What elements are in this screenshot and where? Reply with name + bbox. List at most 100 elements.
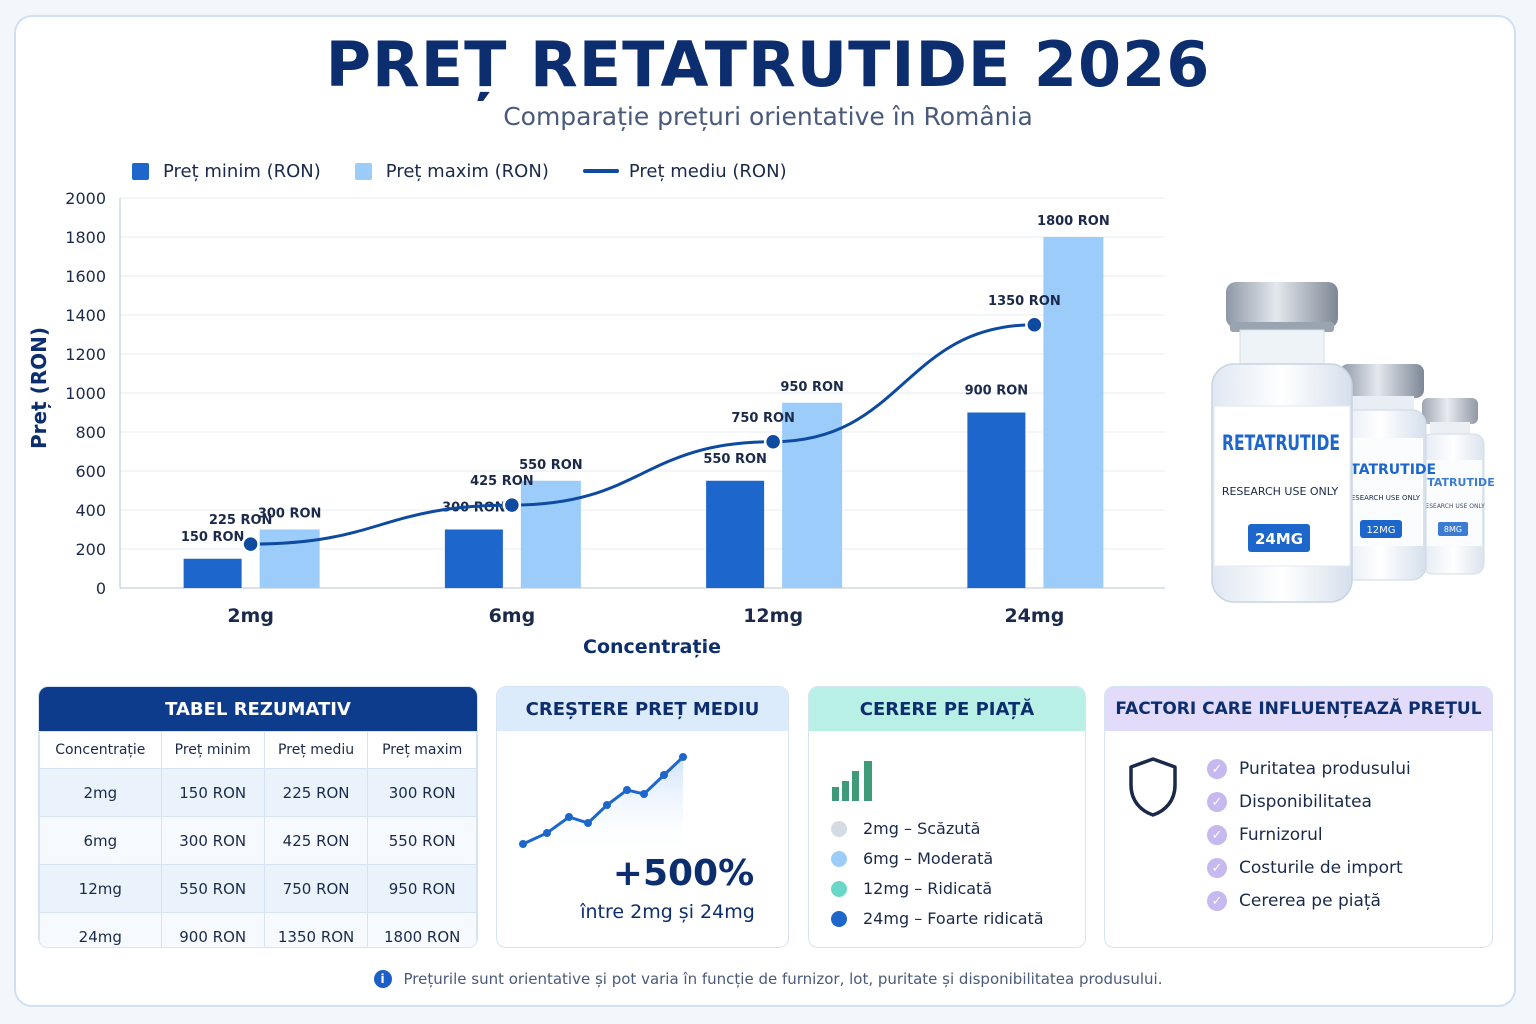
factor-label: Costurile de import bbox=[1239, 858, 1403, 878]
list-item: ✓ Furnizorul bbox=[1207, 825, 1411, 845]
y-axis-title-wrap: Preț (RON) bbox=[20, 326, 56, 450]
legend-swatch-avg bbox=[582, 169, 619, 173]
growth-caption: între 2mg și 24mg bbox=[580, 901, 755, 923]
bar-min-label: 550 RON bbox=[703, 452, 767, 467]
table-row: 24mg 900 RON 1350 RON 1800 RON bbox=[39, 912, 477, 947]
table-row: 6mg 300 RON 425 RON 550 RON bbox=[39, 816, 477, 865]
legend-item-max: Preț maxim (RON) bbox=[354, 160, 549, 182]
x-tick-label: 12mg bbox=[743, 605, 803, 627]
bar-max-label: 1800 RON bbox=[1037, 214, 1110, 229]
avg-point bbox=[241, 534, 260, 554]
check-icon: ✓ bbox=[1207, 792, 1227, 812]
demand-list: 2mg – Scăzută 6mg – Moderată 12mg – Ridi… bbox=[831, 819, 1044, 939]
page-title: PREȚ RETATRUTIDE 2026 bbox=[325, 28, 1211, 101]
table-cell: 900 RON bbox=[160, 912, 265, 947]
growth-value: +500% bbox=[612, 853, 755, 894]
summary-card: TABEL REZUMATIV Concentrație Preț minim … bbox=[38, 686, 478, 948]
list-item: 12mg – Ridicată bbox=[831, 879, 1044, 898]
chart-legend: Preț minim (RON) Preț maxim (RON) Preț m… bbox=[132, 158, 821, 184]
table-cell: 2mg bbox=[39, 768, 162, 817]
factors-list: ✓ Puritatea produsului ✓ Disponibilitatea … bbox=[1207, 759, 1411, 924]
demand-card: CERERE PE PIAȚĂ 2mg – Scăzută 6mg – Mode… bbox=[808, 686, 1086, 948]
bar-max-label: 300 RON bbox=[258, 507, 322, 522]
y-tick-label: 1000 bbox=[65, 384, 106, 403]
x-tick-label: 24mg bbox=[1004, 605, 1064, 627]
vial-1-name: RETATRUTIDE bbox=[1222, 431, 1340, 455]
bar-min bbox=[967, 412, 1026, 588]
demand-label: 12mg – Ridicată bbox=[863, 879, 993, 898]
demand-dot-high bbox=[831, 880, 847, 897]
factor-label: Furnizorul bbox=[1239, 825, 1323, 845]
check-icon: ✓ bbox=[1207, 759, 1227, 779]
table-cell: 6mg bbox=[39, 816, 162, 865]
vial-3-name: RETATRUTIDE bbox=[1411, 476, 1494, 489]
y-tick-label: 600 bbox=[75, 462, 106, 481]
summary-header-row: Concentrație Preț minim Preț mediu Preț … bbox=[39, 731, 477, 769]
summary-header-max: Preț maxim bbox=[367, 731, 477, 769]
avg-point bbox=[502, 495, 522, 515]
table-cell: 1350 RON bbox=[263, 912, 369, 947]
legend-label-max: Preț maxim (RON) bbox=[385, 160, 549, 182]
summary-header-avg: Preț mediu bbox=[263, 731, 369, 769]
factor-label: Disponibilitatea bbox=[1239, 792, 1372, 812]
page-subtitle: Comparație prețuri orientative în Români… bbox=[503, 102, 1033, 131]
vial-1-note: RESEARCH USE ONLY bbox=[1222, 485, 1339, 498]
factor-label: Cererea pe piață bbox=[1239, 891, 1381, 911]
vial-1-dose: 24MG bbox=[1255, 530, 1303, 548]
list-item: ✓ Cererea pe piață bbox=[1207, 891, 1411, 911]
summary-table: Concentrație Preț minim Preț mediu Preț … bbox=[39, 731, 477, 947]
demand-label: 2mg – Scăzută bbox=[863, 819, 981, 838]
table-cell: 425 RON bbox=[263, 816, 369, 865]
table-cell: 300 RON bbox=[367, 768, 477, 817]
bar-max-label: 950 RON bbox=[780, 380, 844, 395]
x-tick-label: 2mg bbox=[227, 605, 274, 627]
shield-icon bbox=[1129, 757, 1177, 817]
avg-point-label: 425 RON bbox=[470, 474, 534, 489]
table-cell: 12mg bbox=[39, 864, 162, 913]
table-cell: 150 RON bbox=[160, 768, 265, 817]
demand-dot-moderate bbox=[831, 850, 847, 867]
y-tick-label: 800 bbox=[75, 423, 106, 442]
factors-card: FACTORI CARE INFLUENȚEAZĂ PREȚUL ✓ Purita… bbox=[1104, 686, 1493, 948]
avg-point bbox=[763, 432, 783, 451]
factors-title: FACTORI CARE INFLUENȚEAZĂ PREȚUL bbox=[1105, 687, 1492, 731]
y-axis-title: Preț (RON) bbox=[27, 326, 51, 449]
table-cell: 1800 RON bbox=[367, 912, 477, 947]
demand-label: 6mg – Moderată bbox=[863, 849, 994, 868]
bar-min bbox=[706, 480, 765, 588]
growth-sparkline-icon bbox=[519, 753, 687, 857]
legend-label-avg: Preț mediu (RON) bbox=[628, 160, 787, 182]
avg-point-label: 225 RON bbox=[209, 513, 273, 528]
table-cell: 300 RON bbox=[160, 816, 265, 865]
summary-header-concentration: Concentrație bbox=[39, 731, 162, 769]
avg-line bbox=[250, 323, 1035, 546]
avg-point bbox=[1025, 315, 1044, 334]
bar-min bbox=[444, 529, 503, 588]
legend-item-avg: Preț mediu (RON) bbox=[582, 160, 787, 182]
vials-illustration: RETATRUTIDE RESEARCH USE ONLY 8MG RETATR… bbox=[1211, 282, 1495, 603]
table-cell: 225 RON bbox=[263, 768, 369, 817]
bar-min bbox=[183, 558, 242, 588]
info-icon: i bbox=[373, 970, 392, 988]
demand-dot-low bbox=[831, 820, 847, 837]
signal-bars-icon bbox=[832, 761, 872, 801]
demand-title: CERERE PE PIAȚĂ bbox=[809, 687, 1085, 731]
legend-item-min: Preț minim (RON) bbox=[132, 161, 321, 182]
x-axis-title: Concentrație bbox=[583, 636, 721, 658]
bar-max bbox=[520, 480, 581, 588]
factor-label: Puritatea produsului bbox=[1239, 759, 1411, 779]
vial-2-name: RETATRUTIDE bbox=[1330, 462, 1436, 478]
bar-max bbox=[1043, 237, 1104, 588]
vial-3-dose: 8MG bbox=[1444, 525, 1462, 534]
summary-header-min: Preț minim bbox=[160, 731, 265, 769]
check-icon: ✓ bbox=[1207, 891, 1227, 911]
growth-title: CREȘTERE PREȚ MEDIU bbox=[497, 687, 788, 731]
y-tick-label: 1800 bbox=[65, 228, 106, 247]
y-tick-label: 1200 bbox=[65, 345, 106, 364]
bar-max bbox=[782, 402, 843, 588]
list-item: 6mg – Moderată bbox=[831, 849, 1044, 868]
legend-label-min: Preț minim (RON) bbox=[163, 160, 321, 182]
y-tick-label: 0 bbox=[96, 579, 106, 598]
avg-point-label: 750 RON bbox=[731, 411, 795, 426]
vial-2-dose: 12MG bbox=[1366, 525, 1395, 536]
